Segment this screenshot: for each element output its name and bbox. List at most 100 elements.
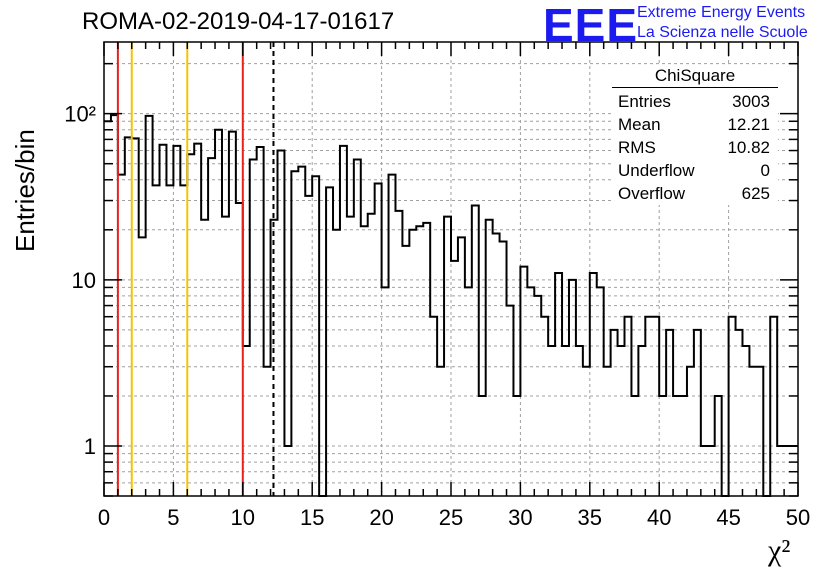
x-tick-label: 40 bbox=[647, 505, 671, 530]
histogram-bin bbox=[625, 317, 632, 496]
histogram-bin bbox=[465, 287, 472, 496]
y-axis-label: Entries/bin bbox=[10, 129, 40, 252]
logo-line-2: La Scienza nelle Scuole bbox=[637, 24, 808, 41]
histogram-bin bbox=[375, 183, 382, 496]
histogram-bin bbox=[257, 147, 264, 496]
histogram-bin bbox=[472, 206, 479, 496]
x-tick-label: 45 bbox=[716, 505, 740, 530]
eee-logo: EEE bbox=[543, 0, 639, 51]
histogram-bin bbox=[770, 317, 777, 496]
histogram-bin bbox=[749, 367, 756, 496]
histogram-bin bbox=[187, 154, 194, 496]
stats-value: 3003 bbox=[732, 92, 770, 111]
axes: 0 5 10 15 20 25 30 35 40 45 50 1 10 10² bbox=[64, 41, 810, 530]
x-tick-label: 15 bbox=[300, 505, 324, 530]
histogram-bin bbox=[569, 280, 576, 496]
stats-row-rms: RMS 10.82 bbox=[612, 136, 778, 159]
histogram-bin bbox=[118, 175, 125, 496]
histogram-bin bbox=[527, 287, 534, 496]
stats-box: ChiSquare Entries 3003 Mean 12.21 RMS 10.82… bbox=[612, 66, 778, 205]
histogram-bin bbox=[507, 306, 514, 496]
histogram-bin bbox=[347, 217, 354, 496]
histogram-bin bbox=[416, 226, 423, 496]
histogram-bin bbox=[361, 226, 368, 496]
histogram-bin bbox=[326, 187, 333, 496]
histogram-bin bbox=[486, 220, 493, 496]
histogram-bin bbox=[742, 346, 749, 496]
stats-label: Underflow bbox=[618, 161, 695, 180]
histogram-bin bbox=[222, 217, 229, 496]
histogram-bin bbox=[215, 130, 222, 496]
histogram-bin bbox=[548, 346, 555, 496]
histogram-bin bbox=[236, 203, 243, 496]
histogram-bin bbox=[160, 145, 167, 496]
histogram-bin bbox=[736, 330, 743, 496]
histogram-bin bbox=[291, 171, 298, 496]
stats-row-mean: Mean 12.21 bbox=[612, 113, 778, 136]
stats-row-entries: Entries 3003 bbox=[612, 90, 778, 113]
histogram-bin bbox=[278, 151, 285, 496]
histogram-bin bbox=[645, 317, 652, 496]
x-tick-label: 35 bbox=[578, 505, 602, 530]
x-tick-label: 20 bbox=[369, 505, 393, 530]
x-tick-label: 50 bbox=[786, 505, 810, 530]
histogram-bin bbox=[180, 185, 187, 496]
stats-label: RMS bbox=[618, 138, 656, 157]
histogram-bin bbox=[493, 234, 500, 496]
histogram-bin bbox=[729, 317, 736, 496]
histogram-bin bbox=[264, 367, 271, 496]
histogram-bin bbox=[208, 158, 215, 496]
histogram-bin bbox=[229, 132, 236, 496]
histogram-bin bbox=[340, 146, 347, 496]
stats-value: 10.82 bbox=[727, 138, 770, 157]
y-tick-label: 10 bbox=[72, 268, 96, 293]
chart-title: ROMA-02-2019-04-17-01617 bbox=[82, 8, 395, 35]
histogram-bin bbox=[604, 367, 611, 496]
histogram-bin bbox=[562, 346, 569, 496]
histogram-bin bbox=[583, 367, 590, 496]
stats-label: Overflow bbox=[618, 184, 686, 203]
stats-value: 0 bbox=[760, 161, 770, 180]
histogram-bin bbox=[153, 185, 160, 496]
histogram-bin bbox=[423, 223, 430, 496]
stats-row-overflow: Overflow 625 bbox=[612, 182, 778, 205]
y-tick-label: 10² bbox=[64, 102, 96, 127]
histogram-bin bbox=[430, 317, 437, 496]
histogram-bin bbox=[541, 317, 548, 496]
stats-value: 625 bbox=[741, 184, 770, 203]
histogram-bin bbox=[402, 246, 409, 496]
reference-lines bbox=[116, 42, 275, 496]
histogram-bin bbox=[243, 346, 250, 496]
histogram-bin bbox=[298, 167, 305, 496]
stats-label: Entries bbox=[618, 92, 671, 111]
stats-label: Mean bbox=[618, 115, 661, 134]
histogram-bin bbox=[201, 220, 208, 496]
histogram-bin bbox=[166, 185, 173, 496]
histogram-bin bbox=[389, 175, 396, 496]
histogram-bin bbox=[437, 367, 444, 496]
x-tick-label: 25 bbox=[439, 505, 463, 530]
histogram-bin bbox=[597, 287, 604, 496]
histogram-bin bbox=[333, 230, 340, 496]
x-tick-label: 0 bbox=[98, 505, 110, 530]
histogram-bin bbox=[618, 346, 625, 496]
x-tick-label: 30 bbox=[508, 505, 532, 530]
histogram-bin bbox=[444, 217, 451, 496]
histogram-outline bbox=[104, 114, 798, 497]
x-tick-label: 10 bbox=[231, 505, 255, 530]
histogram-bin bbox=[611, 330, 618, 496]
stats-box-name: ChiSquare bbox=[612, 66, 778, 88]
x-tick-label: 5 bbox=[167, 505, 179, 530]
histogram-series bbox=[104, 114, 798, 497]
x-axis-label: χ² bbox=[768, 534, 791, 567]
histogram-bin bbox=[687, 367, 694, 496]
histogram-bin bbox=[409, 230, 416, 496]
histogram-bin bbox=[173, 146, 180, 496]
histogram-bin bbox=[638, 346, 645, 496]
histogram-bin bbox=[382, 287, 389, 496]
histogram-bin bbox=[694, 330, 701, 496]
stats-row-underflow: Underflow 0 bbox=[612, 159, 778, 182]
histogram-bin bbox=[756, 367, 763, 496]
stats-value: 12.21 bbox=[727, 115, 770, 134]
